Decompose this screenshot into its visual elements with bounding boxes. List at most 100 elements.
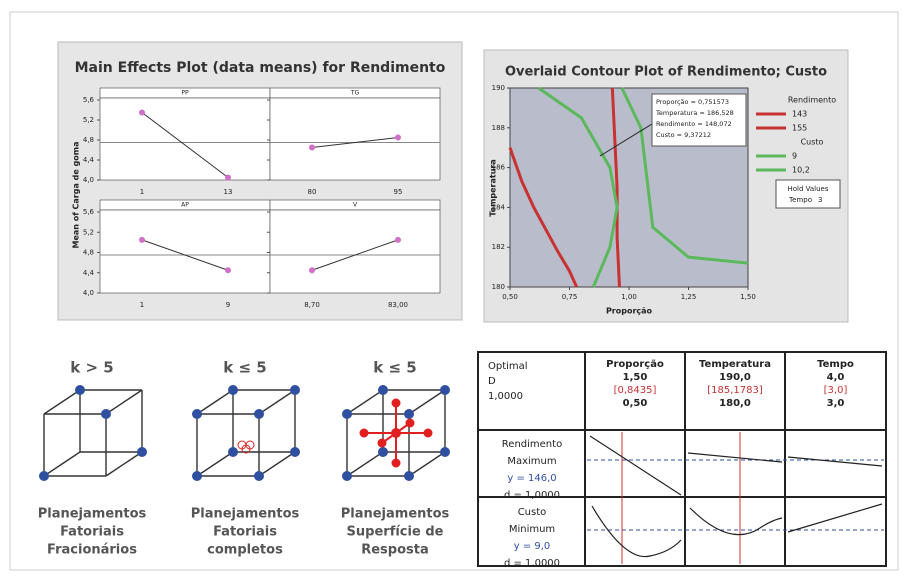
design-point bbox=[392, 459, 401, 468]
opt-d-value: 1,0000 bbox=[488, 391, 523, 402]
annotation-text: Rendimento = 148,072 bbox=[656, 120, 732, 128]
design-point bbox=[192, 409, 202, 419]
effect-point bbox=[139, 110, 145, 116]
response-d: d = 1,0000 bbox=[504, 558, 560, 569]
response-y: y = 9,0 bbox=[514, 541, 551, 552]
y-tick-label: 4,4 bbox=[83, 269, 95, 277]
design-point bbox=[39, 471, 49, 481]
y-tick-label: 180 bbox=[492, 283, 505, 291]
chart-title: Main Effects Plot (data means) for Rendi… bbox=[75, 60, 446, 76]
legend-label: 143 bbox=[792, 110, 807, 119]
y-tick-label: 4,8 bbox=[83, 249, 94, 257]
x-tick-label: 1 bbox=[140, 188, 144, 196]
x-tick-label: 1,50 bbox=[740, 293, 756, 301]
design-point bbox=[378, 385, 388, 395]
annotation-text: Proporção = 0,751573 bbox=[656, 98, 729, 106]
design-label: k ≤ 5 bbox=[373, 359, 416, 377]
design-point bbox=[404, 409, 414, 419]
design-point bbox=[342, 471, 352, 481]
y-axis-label: Temperatura bbox=[489, 159, 498, 217]
plot-area bbox=[100, 98, 270, 180]
factor-name: Tempo bbox=[817, 359, 854, 370]
panel-title: PP bbox=[181, 90, 189, 97]
plot-area bbox=[100, 210, 270, 293]
hold-value: 3 bbox=[818, 196, 822, 204]
legend-title: Custo bbox=[801, 138, 824, 147]
factor-high: 190,0 bbox=[719, 372, 751, 383]
design-point bbox=[391, 428, 401, 438]
design-caption: Planejamentos bbox=[341, 507, 450, 522]
response-name: Rendimento bbox=[502, 439, 562, 450]
y-tick-label: 188 bbox=[492, 124, 505, 132]
factor-current: [0,8435] bbox=[614, 385, 657, 396]
design-caption: Resposta bbox=[361, 543, 429, 558]
design-point bbox=[101, 409, 111, 419]
factor-high: 1,50 bbox=[623, 372, 648, 383]
x-tick-label: 1,00 bbox=[621, 293, 637, 301]
hold-label: Tempo bbox=[788, 196, 812, 204]
design-point bbox=[75, 385, 85, 395]
design-point bbox=[440, 385, 450, 395]
factor-low: 0,50 bbox=[623, 398, 648, 409]
chart-title: Overlaid Contour Plot of Rendimento; Cus… bbox=[505, 65, 827, 80]
legend-label: 155 bbox=[792, 124, 807, 133]
design-label: k ≤ 5 bbox=[223, 359, 266, 377]
response-name: Custo bbox=[518, 507, 547, 518]
design-caption: Planejamentos bbox=[191, 507, 300, 522]
effect-point bbox=[309, 267, 315, 273]
design-point bbox=[392, 399, 401, 408]
factor-name: Temperatura bbox=[699, 359, 771, 370]
plot-area bbox=[270, 98, 440, 180]
y-axis-label: Mean of Carga de goma bbox=[72, 141, 81, 248]
effect-point bbox=[225, 175, 231, 181]
y-tick-label: 5,6 bbox=[83, 208, 95, 216]
annotation-text: Temperatura = 186,528 bbox=[655, 109, 734, 117]
composite: Main Effects Plot (data means) for Rendi… bbox=[0, 0, 909, 581]
x-tick-label: 1 bbox=[140, 301, 144, 309]
design-point bbox=[290, 447, 300, 457]
factor-low: 3,0 bbox=[827, 398, 845, 409]
effect-point bbox=[139, 237, 145, 243]
design-point bbox=[290, 385, 300, 395]
design-point bbox=[228, 385, 238, 395]
x-tick-label: 1,25 bbox=[681, 293, 697, 301]
response-y: y = 146,0 bbox=[507, 473, 556, 484]
y-tick-label: 190 bbox=[492, 84, 505, 92]
response-goal: Minimum bbox=[509, 524, 555, 535]
x-tick-label: 95 bbox=[394, 188, 403, 196]
effect-point bbox=[395, 237, 401, 243]
design-caption: Fatoriais bbox=[60, 525, 124, 540]
factor-name: Proporção bbox=[606, 359, 664, 370]
design-point bbox=[342, 409, 352, 419]
design-caption: Fatoriais bbox=[213, 525, 277, 540]
design-caption: Superfície de bbox=[347, 525, 444, 540]
effect-point bbox=[395, 135, 401, 141]
y-tick-label: 4,4 bbox=[83, 156, 95, 164]
response-d: d = 1,0000 bbox=[504, 490, 560, 501]
design-caption: Fracionários bbox=[47, 543, 137, 558]
x-tick-label: 0,50 bbox=[502, 293, 518, 301]
design-point bbox=[192, 471, 202, 481]
y-tick-label: 4,8 bbox=[83, 136, 94, 144]
design-point bbox=[424, 429, 433, 438]
x-axis-label: Proporção bbox=[606, 307, 653, 316]
plot-area bbox=[270, 210, 440, 293]
factor-high: 4,0 bbox=[827, 372, 845, 383]
design-point bbox=[440, 447, 450, 457]
design-point bbox=[360, 429, 369, 438]
factor-current: [185,1783] bbox=[707, 385, 763, 396]
y-tick-label: 182 bbox=[492, 243, 505, 251]
x-tick-label: 83,00 bbox=[388, 301, 408, 309]
opt-d-label: D bbox=[488, 376, 496, 387]
legend-title: Rendimento bbox=[788, 96, 836, 105]
design-point bbox=[228, 447, 238, 457]
panel-title: AP bbox=[181, 202, 189, 209]
design-point bbox=[254, 409, 264, 419]
legend-label: 9 bbox=[792, 152, 797, 161]
opt-label: Optimal bbox=[488, 361, 528, 372]
x-tick-label: 8,70 bbox=[304, 301, 320, 309]
y-tick-label: 5,6 bbox=[83, 96, 95, 104]
design-point bbox=[404, 471, 414, 481]
effect-point bbox=[225, 267, 231, 273]
y-tick-label: 4,0 bbox=[83, 176, 94, 184]
